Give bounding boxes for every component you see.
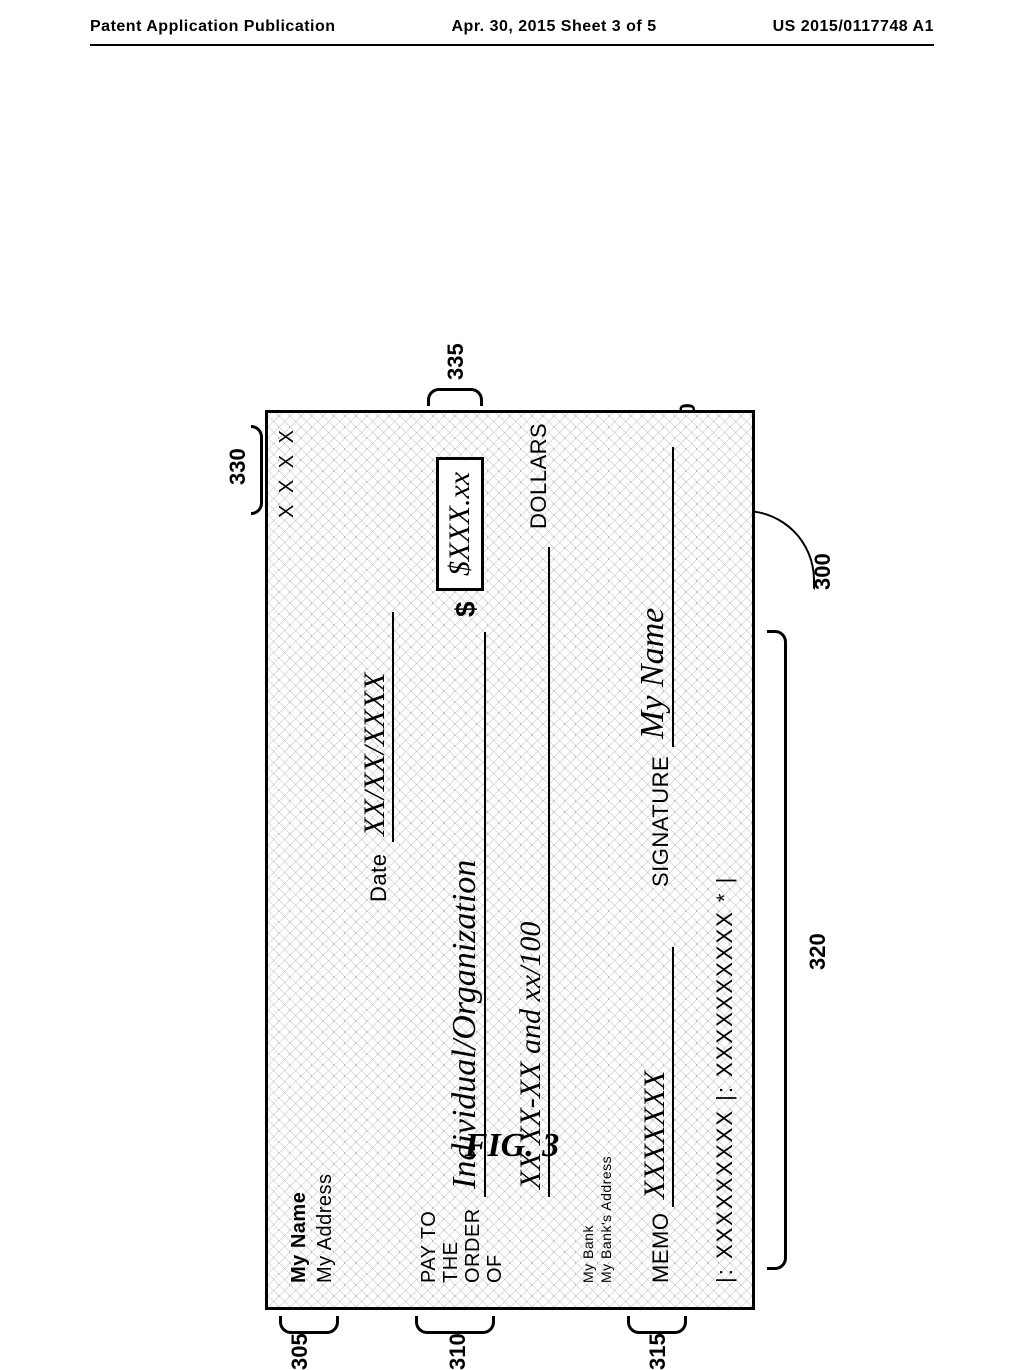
ref-310: 310 bbox=[445, 1333, 471, 1370]
amount-numeric: $XXX.xx bbox=[436, 457, 484, 591]
bank-name: My Bank bbox=[580, 1225, 596, 1283]
brace-310 bbox=[415, 1312, 495, 1334]
ref-315: 315 bbox=[645, 1333, 671, 1370]
payto-3: ORDER bbox=[462, 1208, 485, 1283]
payto-1: PAY TO bbox=[418, 1211, 441, 1283]
amount-words: XX XX-XX and xx/100 bbox=[514, 547, 550, 1197]
brace-330 bbox=[249, 425, 263, 515]
payto-2: THE bbox=[440, 1242, 463, 1284]
figure-label: FIG. 3 bbox=[465, 1127, 559, 1164]
ref-330: 330 bbox=[225, 448, 251, 485]
brace-315 bbox=[627, 1312, 687, 1334]
date-value: XX/XX/XXXX bbox=[358, 612, 394, 842]
header-rule bbox=[90, 44, 934, 46]
payer-address: My Address bbox=[314, 1174, 337, 1283]
header-right: US 2015/0117748 A1 bbox=[773, 18, 934, 36]
micr-line: |: XXXXXXXXX |: XXXXXXXXXX * | bbox=[712, 876, 738, 1283]
leader-300 bbox=[745, 510, 815, 590]
figure-label-wrap: FIG. 3 bbox=[0, 1127, 1024, 1165]
payto-4: OF bbox=[484, 1254, 507, 1283]
brace-320 bbox=[765, 630, 787, 1270]
check-number: X X X X bbox=[276, 427, 299, 518]
header-left: Patent Application Publication bbox=[90, 18, 336, 36]
memo-value: XXXXXXX bbox=[638, 947, 674, 1207]
sig-value: My Name bbox=[634, 447, 674, 747]
ref-305: 305 bbox=[287, 1333, 313, 1370]
date-label: Date bbox=[366, 854, 392, 902]
sig-label: SIGNATURE bbox=[648, 756, 674, 887]
dollars-label: DOLLARS bbox=[526, 423, 552, 529]
currency-symbol: $ bbox=[450, 601, 482, 617]
bank-address: My Bank's Address bbox=[598, 1156, 614, 1283]
ref-335: 335 bbox=[443, 343, 469, 380]
brace-305 bbox=[279, 1312, 339, 1334]
payee-line: Individual/Organization bbox=[446, 632, 486, 1197]
ref-320: 320 bbox=[805, 933, 831, 970]
payer-name: My Name bbox=[288, 1192, 311, 1283]
figure-stage: 305 310 315 325 330 335 bbox=[100, 145, 930, 1085]
memo-label: MEMO bbox=[648, 1213, 674, 1283]
brace-335 bbox=[427, 388, 483, 410]
header-center: Apr. 30, 2015 Sheet 3 of 5 bbox=[452, 18, 657, 36]
check-rotated-wrap: 305 310 315 325 330 335 bbox=[265, 410, 755, 1310]
page-header: Patent Application Publication Apr. 30, … bbox=[0, 0, 1024, 36]
check-diagram: X X X X My Name My Address Date XX/XX/XX… bbox=[265, 410, 755, 1310]
